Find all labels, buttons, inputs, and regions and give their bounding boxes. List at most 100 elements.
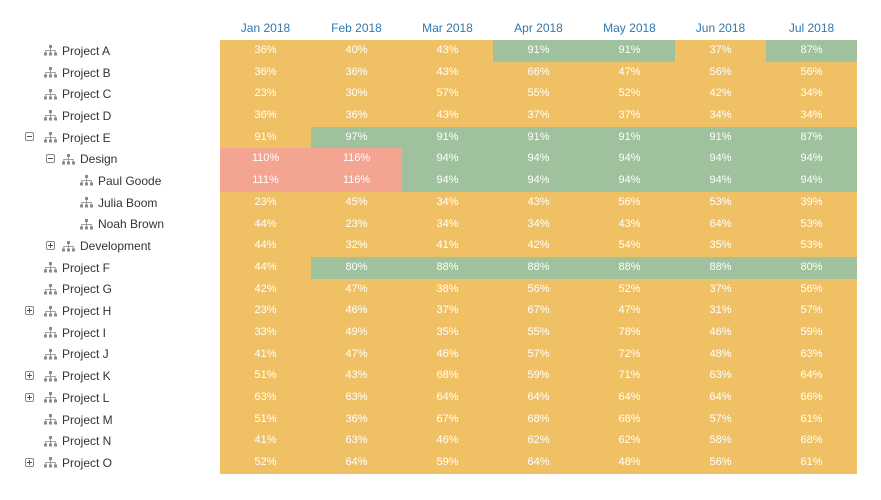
allocation-cell[interactable]: 80% <box>766 256 857 279</box>
allocation-cell[interactable]: 56% <box>675 452 766 474</box>
allocation-cell[interactable]: 116% <box>311 148 402 171</box>
allocation-cell[interactable]: 56% <box>675 61 766 84</box>
allocation-cell[interactable]: 59% <box>766 321 857 344</box>
allocation-cell[interactable]: 36% <box>220 105 311 127</box>
allocation-cell[interactable]: 48% <box>584 452 675 474</box>
allocation-cell[interactable]: 64% <box>675 387 766 409</box>
table-row[interactable]: Project H 23% 46% 37% 67% 47% 31% 57% <box>0 300 881 322</box>
table-row[interactable]: Project F 44% 80% 88% 88% 88% 88% 80% <box>0 256 881 279</box>
allocation-cell[interactable]: 64% <box>493 387 584 409</box>
allocation-cell[interactable]: 62% <box>493 430 584 453</box>
allocation-cell[interactable]: 94% <box>675 170 766 192</box>
allocation-cell[interactable]: 62% <box>584 430 675 453</box>
allocation-cell[interactable]: 63% <box>675 365 766 387</box>
allocation-cell[interactable]: 46% <box>402 343 493 366</box>
allocation-cell[interactable]: 43% <box>402 105 493 127</box>
allocation-cell[interactable]: 88% <box>584 256 675 279</box>
table-row[interactable]: Project D 36% 36% 43% 37% 37% 34% 34% <box>0 105 881 127</box>
expand-icon[interactable] <box>46 240 55 250</box>
allocation-cell[interactable]: 63% <box>311 387 402 409</box>
expand-icon[interactable] <box>25 392 34 402</box>
allocation-cell[interactable]: 94% <box>493 148 584 171</box>
table-row[interactable]: Project N 41% 63% 46% 62% 62% 58% 68% <box>0 430 881 453</box>
allocation-cell[interactable]: 49% <box>311 321 402 344</box>
allocation-cell[interactable]: 57% <box>675 408 766 431</box>
allocation-cell[interactable]: 63% <box>311 430 402 453</box>
allocation-cell[interactable]: 43% <box>584 213 675 236</box>
allocation-cell[interactable]: 47% <box>311 343 402 366</box>
allocation-cell[interactable]: 91% <box>675 126 766 149</box>
table-row[interactable]: Paul Goode 111% 116% 94% 94% 94% 94% 94% <box>0 170 881 192</box>
allocation-cell[interactable]: 36% <box>220 40 311 62</box>
allocation-cell[interactable]: 36% <box>311 61 402 84</box>
allocation-cell[interactable]: 97% <box>311 126 402 149</box>
allocation-cell[interactable]: 37% <box>584 105 675 127</box>
allocation-cell[interactable]: 47% <box>311 278 402 301</box>
allocation-cell[interactable]: 46% <box>311 300 402 322</box>
allocation-cell[interactable]: 52% <box>220 452 311 474</box>
allocation-cell[interactable]: 53% <box>766 213 857 236</box>
allocation-cell[interactable]: 91% <box>493 40 584 62</box>
allocation-cell[interactable]: 88% <box>402 256 493 279</box>
table-row[interactable]: Project L 63% 63% 64% 64% 64% 64% 66% <box>0 387 881 409</box>
allocation-cell[interactable]: 68% <box>766 430 857 453</box>
allocation-cell[interactable]: 57% <box>402 83 493 106</box>
allocation-cell[interactable]: 44% <box>220 235 311 257</box>
allocation-cell[interactable]: 41% <box>220 343 311 366</box>
allocation-cell[interactable]: 66% <box>766 387 857 409</box>
allocation-cell[interactable]: 91% <box>220 126 311 149</box>
allocation-cell[interactable]: 91% <box>402 126 493 149</box>
allocation-cell[interactable]: 91% <box>584 126 675 149</box>
allocation-cell[interactable]: 91% <box>584 40 675 62</box>
table-row[interactable]: Julia Boom 23% 45% 34% 43% 56% 53% 39% <box>0 191 881 214</box>
allocation-cell[interactable]: 37% <box>493 105 584 127</box>
allocation-cell[interactable]: 68% <box>493 408 584 431</box>
allocation-cell[interactable]: 57% <box>766 300 857 322</box>
allocation-cell[interactable]: 43% <box>493 191 584 214</box>
table-row[interactable]: Design 110% 116% 94% 94% 94% 94% 94% <box>0 148 881 171</box>
allocation-cell[interactable]: 37% <box>402 300 493 322</box>
allocation-cell[interactable]: 56% <box>766 278 857 301</box>
table-row[interactable]: Project B 36% 36% 43% 66% 47% 56% 56% <box>0 61 881 84</box>
table-row[interactable]: Project A 36% 40% 43% 91% 91% 37% 87% <box>0 40 881 62</box>
allocation-cell[interactable]: 48% <box>675 343 766 366</box>
allocation-cell[interactable]: 56% <box>766 61 857 84</box>
allocation-cell[interactable]: 88% <box>493 256 584 279</box>
allocation-cell[interactable]: 41% <box>402 235 493 257</box>
allocation-cell[interactable]: 94% <box>493 170 584 192</box>
allocation-cell[interactable]: 66% <box>493 61 584 84</box>
allocation-cell[interactable]: 111% <box>220 170 311 192</box>
allocation-cell[interactable]: 116% <box>311 170 402 192</box>
allocation-cell[interactable]: 34% <box>766 83 857 106</box>
allocation-cell[interactable]: 94% <box>584 170 675 192</box>
allocation-cell[interactable]: 53% <box>766 235 857 257</box>
allocation-cell[interactable]: 46% <box>402 430 493 453</box>
expand-icon[interactable] <box>25 305 34 315</box>
allocation-cell[interactable]: 52% <box>584 83 675 106</box>
allocation-cell[interactable]: 54% <box>584 235 675 257</box>
allocation-cell[interactable]: 64% <box>584 387 675 409</box>
allocation-cell[interactable]: 59% <box>402 452 493 474</box>
allocation-cell[interactable]: 71% <box>584 365 675 387</box>
expand-icon[interactable] <box>25 370 34 380</box>
allocation-cell[interactable]: 68% <box>584 408 675 431</box>
allocation-cell[interactable]: 43% <box>402 40 493 62</box>
allocation-cell[interactable]: 94% <box>766 170 857 192</box>
expand-icon[interactable] <box>25 457 34 467</box>
allocation-cell[interactable]: 61% <box>766 452 857 474</box>
allocation-cell[interactable]: 94% <box>402 170 493 192</box>
allocation-cell[interactable]: 23% <box>220 191 311 214</box>
allocation-cell[interactable]: 55% <box>493 83 584 106</box>
table-row[interactable]: Noah Brown 44% 23% 34% 34% 43% 64% 53% <box>0 213 881 236</box>
allocation-cell[interactable]: 36% <box>220 61 311 84</box>
allocation-cell[interactable]: 43% <box>402 61 493 84</box>
allocation-cell[interactable]: 94% <box>584 148 675 171</box>
allocation-cell[interactable]: 30% <box>311 83 402 106</box>
allocation-cell[interactable]: 67% <box>402 408 493 431</box>
allocation-cell[interactable]: 63% <box>220 387 311 409</box>
allocation-cell[interactable]: 51% <box>220 408 311 431</box>
allocation-cell[interactable]: 44% <box>220 213 311 236</box>
table-row[interactable]: Project J 41% 47% 46% 57% 72% 48% 63% <box>0 343 881 366</box>
allocation-cell[interactable]: 61% <box>766 408 857 431</box>
allocation-cell[interactable]: 42% <box>493 235 584 257</box>
